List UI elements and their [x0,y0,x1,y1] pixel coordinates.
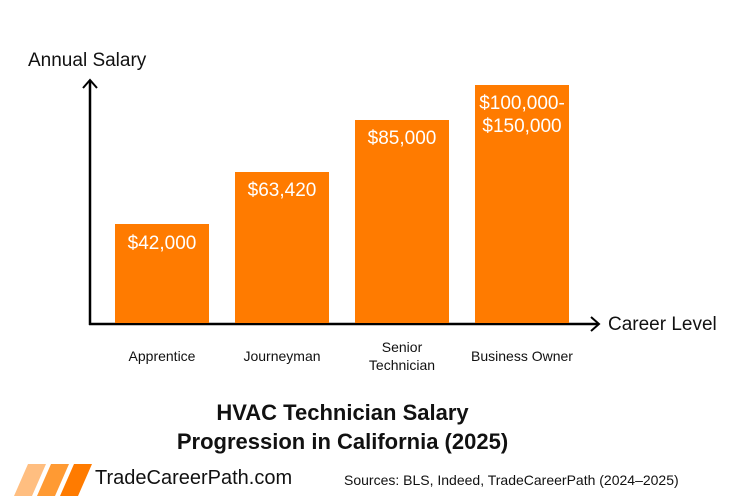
brand-logo-icon [14,464,92,496]
category-label-business-owner: Business Owner [471,348,573,364]
sources-note: Sources: BLS, Indeed, TradeCareerPath (2… [344,472,679,488]
category-label-journeyman: Journeyman [243,348,321,364]
y-axis-arrow-icon [82,78,98,325]
chart-title: HVAC Technician Salary Progression in Ca… [176,400,509,454]
y-axis-label: Annual Salary [28,50,147,71]
x-axis-arrow-icon [89,316,601,332]
bar-journeyman: $63,420 [235,172,329,323]
bar-apprentice: $42,000 [115,224,209,323]
bar-value-label: $85,000 [367,128,437,149]
brand-name: TradeCareerPath.com [95,467,293,489]
x-axis-label: Career Level [608,314,717,335]
bar-value-label: $100,000- $150,000 [479,93,565,137]
bar-value-label: $63,420 [247,180,317,201]
bar-senior-technician: $85,000 [355,120,449,323]
bar-business-owner: $100,000- $150,000 [475,85,569,323]
category-label-senior-technician: Senior Technician [368,339,436,373]
bar-value-label: $42,000 [127,233,197,254]
category-label-apprentice: Apprentice [128,348,196,364]
